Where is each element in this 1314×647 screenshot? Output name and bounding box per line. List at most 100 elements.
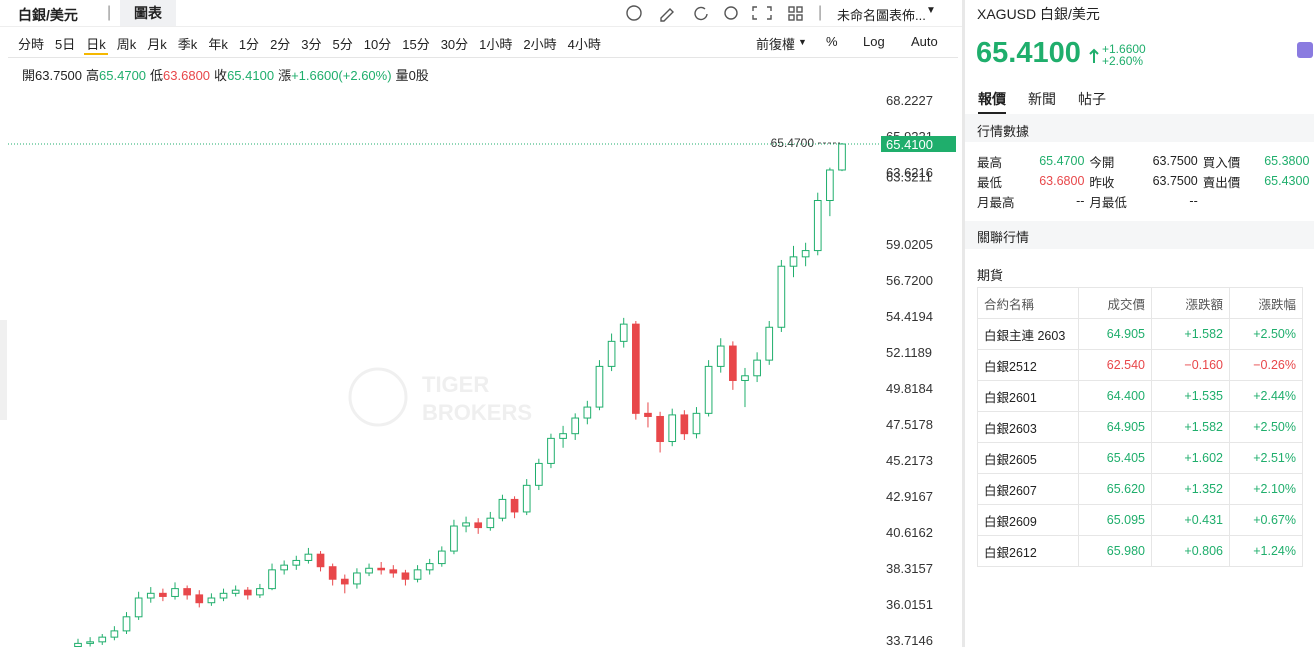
interval[interactable]: 4小時 <box>567 37 601 52</box>
candle-body <box>98 636 107 643</box>
futures-row[interactable]: 白銀2612 65.980 +0.806 +1.24% <box>977 535 1303 567</box>
futures-row[interactable]: 白銀主連 2603 64.905 +1.582 +2.50% <box>977 318 1303 350</box>
interval[interactable]: 分時 <box>18 37 45 52</box>
futures-cell: +0.67% <box>1229 504 1303 536</box>
interval[interactable]: 1分 <box>238 37 260 52</box>
futures-row[interactable]: 白銀2605 65.405 +1.602 +2.51% <box>977 442 1303 474</box>
candle-body <box>353 572 361 585</box>
candle-body <box>547 437 555 464</box>
layout-name[interactable]: 未命名圖表佈... <box>837 8 926 23</box>
interval[interactable]: 2分 <box>270 37 291 52</box>
interval[interactable]: 1小時 <box>479 37 513 52</box>
icon[interactable] <box>788 6 795 13</box>
candle-body <box>219 592 228 599</box>
candle-body <box>826 169 834 201</box>
tool-icons <box>626 5 803 22</box>
panel-tab[interactable]: 報價 <box>978 91 1006 114</box>
candle-body <box>838 143 846 171</box>
futures-cell: +2.10% <box>1229 473 1303 505</box>
futures-row[interactable]: 白銀2603 64.905 +1.582 +2.50% <box>977 411 1303 443</box>
option[interactable]: Log <box>863 34 885 49</box>
candle-body <box>704 365 713 414</box>
candle-body <box>619 323 628 342</box>
y-tick-label: 36.0151 <box>886 597 933 612</box>
watermark <box>348 367 408 427</box>
candle-body <box>268 569 276 590</box>
futures-cell: +1.352 <box>1151 473 1230 505</box>
stat-value: 63.7500 <box>1152 174 1198 188</box>
panel-tab[interactable]: 帖子 <box>1078 91 1106 107</box>
info-value: 63.7500 <box>35 68 83 83</box>
candle-body <box>256 588 264 596</box>
last-price: 65.4100 <box>976 37 1081 69</box>
futures-cell: 白銀2603 <box>977 411 1079 443</box>
interval[interactable]: 日k <box>84 34 108 55</box>
interval[interactable]: 5分 <box>332 37 353 52</box>
candle-body <box>377 567 386 571</box>
futures-row[interactable]: 白銀2609 65.095 +0.431 +0.67% <box>977 504 1303 536</box>
interval[interactable]: 15分 <box>402 37 430 52</box>
interval[interactable]: 季k <box>177 37 198 52</box>
icon[interactable] <box>752 6 772 20</box>
futures-row[interactable]: 白銀2607 65.620 +1.352 +2.10% <box>977 473 1303 505</box>
info-label: 收 <box>214 68 228 83</box>
futures-header: 合約名稱 成交價 漲跌額 漲跌幅 <box>977 287 1303 319</box>
interval[interactable]: 5日 <box>55 37 76 52</box>
stat-value: -- <box>1076 194 1085 208</box>
icon[interactable] <box>796 14 803 21</box>
stats-row: 最高 65.4700 今開 63.7500 買入價 65.3800 <box>977 151 1314 171</box>
icon[interactable] <box>626 5 642 21</box>
candle-body <box>486 517 495 529</box>
stat-label: 昨收 <box>1089 175 1115 190</box>
y-tick-label: 47.5178 <box>886 417 933 432</box>
interval[interactable]: 年k <box>208 37 228 52</box>
interval[interactable]: 周k <box>116 37 137 52</box>
option[interactable]: 前復權 <box>756 37 796 52</box>
candle-body <box>304 553 313 561</box>
stat-label: 月最高 <box>977 195 1015 210</box>
futures-row[interactable]: 白銀2512 62.540 −0.160 −0.26% <box>977 349 1303 381</box>
stat-value: -- <box>1189 194 1198 208</box>
futures-cell: +1.582 <box>1151 411 1230 443</box>
symbol[interactable]: 白銀/美元 <box>18 7 78 23</box>
top-bar: 白銀/美元 | 圖表 | 未命名圖表佈... ▼ <box>0 0 962 27</box>
option[interactable]: Auto <box>911 34 938 49</box>
interval[interactable]: 10分 <box>363 37 392 52</box>
futures-cell: 白銀2601 <box>977 380 1079 412</box>
icon[interactable] <box>660 8 674 22</box>
section-title: 行情數據 <box>977 124 1030 139</box>
info-value: 65.4100 <box>227 68 275 83</box>
y-tick-label: 38.3157 <box>886 561 933 576</box>
candle-body <box>571 417 580 435</box>
change-pct: +2.60% <box>1102 54 1144 68</box>
icon[interactable] <box>788 14 795 21</box>
stat-value: 65.4700 <box>1039 154 1085 168</box>
dropdown-arrow[interactable]: ▼ <box>926 5 936 16</box>
badge[interactable] <box>1297 42 1313 58</box>
icon[interactable] <box>796 6 803 13</box>
y-tick-label: 42.9167 <box>886 489 933 504</box>
stat-label: 買入價 <box>1202 155 1241 170</box>
icon[interactable] <box>724 6 738 20</box>
candle-body <box>644 412 652 417</box>
panel-tab[interactable]: 新聞 <box>1028 91 1056 107</box>
interval[interactable]: 3分 <box>301 37 322 52</box>
icon[interactable] <box>694 6 708 21</box>
y-tick-label: 59.0205 <box>886 237 933 252</box>
side-handle[interactable] <box>0 320 7 420</box>
candle-body <box>680 414 689 435</box>
y-tick-label: 68.2227 <box>886 93 933 108</box>
interval[interactable]: 30分 <box>440 37 469 52</box>
interval[interactable]: 月k <box>147 37 167 52</box>
candle-body <box>183 588 191 596</box>
futures-header-cell: 漲跌幅 <box>1229 287 1303 319</box>
futures-row[interactable]: 白銀2601 64.400 +1.535 +2.44% <box>977 380 1303 412</box>
option[interactable]: % <box>826 34 838 49</box>
interval[interactable]: 2小時 <box>523 37 557 52</box>
futures-cell: 65.095 <box>1078 504 1152 536</box>
tab[interactable]: 圖表 <box>120 0 176 26</box>
info-value: +1.6600(+2.60%) <box>291 68 392 83</box>
section-bar: 行情數據 <box>965 114 1314 142</box>
divider: | <box>818 4 823 21</box>
